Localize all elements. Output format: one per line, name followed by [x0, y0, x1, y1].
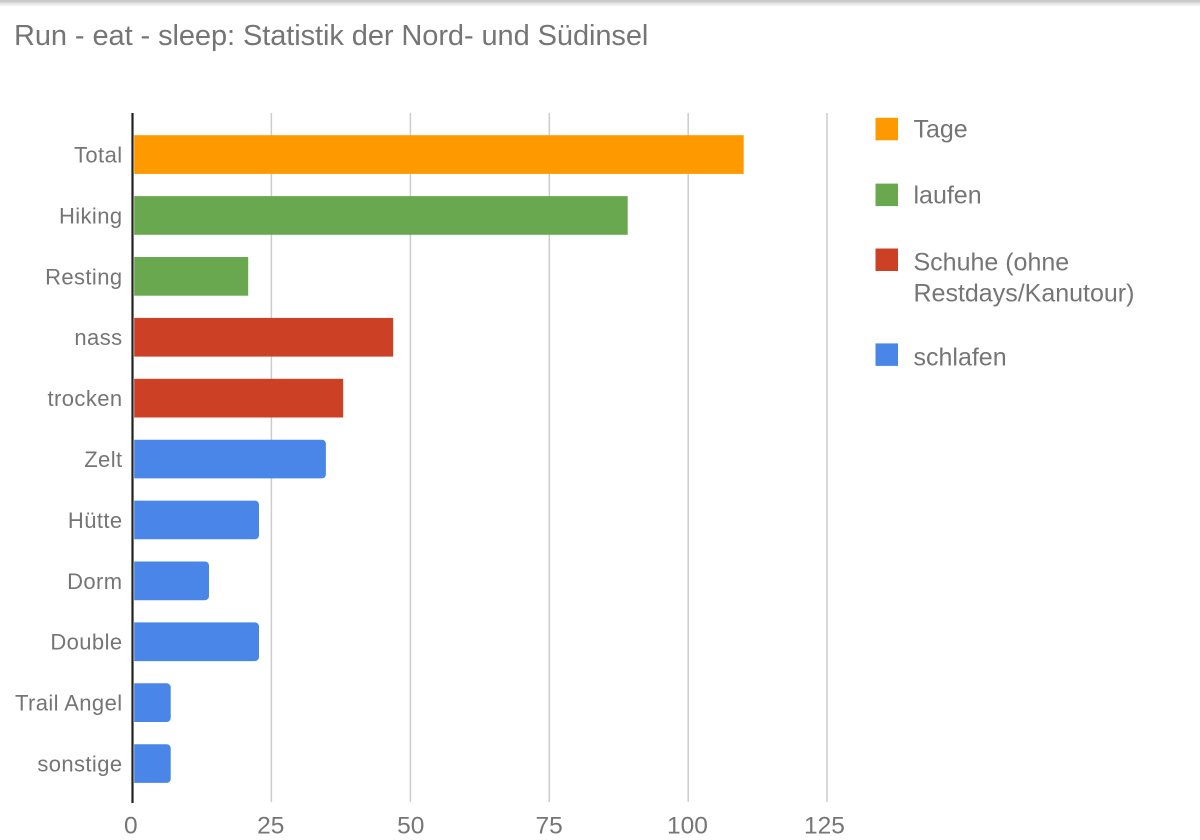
svg-text:Hiking: Hiking	[59, 203, 123, 228]
svg-text:Schuhe (ohne: Schuhe (ohne	[914, 249, 1070, 277]
svg-text:nass: nass	[74, 325, 122, 350]
svg-text:75: 75	[535, 813, 562, 840]
svg-text:schlafen: schlafen	[914, 344, 1007, 372]
svg-text:Restdays/Kanutour): Restdays/Kanutour)	[914, 280, 1135, 308]
svg-text:Total: Total	[74, 143, 122, 168]
svg-text:Tage: Tage	[914, 116, 968, 144]
svg-text:125: 125	[804, 813, 845, 840]
svg-text:Resting: Resting	[45, 264, 122, 289]
svg-text:sonstige: sonstige	[37, 752, 122, 777]
svg-text:50: 50	[397, 813, 424, 840]
svg-text:Dorm: Dorm	[67, 569, 122, 594]
svg-text:trocken: trocken	[48, 386, 123, 411]
svg-text:Zelt: Zelt	[84, 447, 122, 472]
svg-text:100: 100	[667, 813, 708, 840]
svg-text:Trail Angel: Trail Angel	[15, 691, 123, 716]
svg-text:laufen: laufen	[914, 182, 982, 210]
svg-text:25: 25	[257, 813, 284, 840]
svg-text:0: 0	[124, 813, 138, 840]
svg-text:Double: Double	[50, 630, 122, 655]
svg-text:Hütte: Hütte	[68, 508, 123, 533]
svg-text:Run - eat - sleep: Statistik d: Run - eat - sleep: Statistik der Nord- u…	[14, 20, 648, 52]
